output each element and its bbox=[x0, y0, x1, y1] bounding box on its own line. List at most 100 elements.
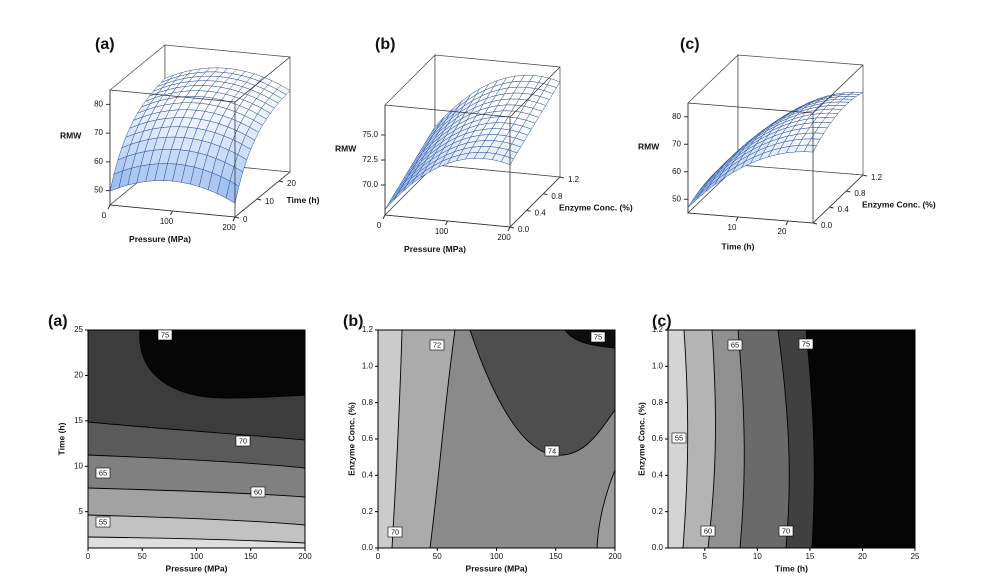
contour-line bbox=[564, 330, 615, 349]
contour-label: 72 bbox=[433, 340, 441, 349]
y-tick-label: 20 bbox=[74, 371, 83, 380]
y-tick-label: 0.6 bbox=[362, 434, 374, 443]
x-tick bbox=[735, 216, 739, 222]
y-tick bbox=[278, 180, 284, 183]
y-tick-label: 0.4 bbox=[838, 205, 850, 214]
x-tick-label: 0 bbox=[376, 552, 381, 561]
contour-line bbox=[805, 330, 815, 548]
z-axis-title: RMW bbox=[638, 141, 660, 151]
x-tick-label: 5 bbox=[703, 552, 708, 561]
x-tick-label: 100 bbox=[435, 227, 449, 236]
z-tick-label: 75.0 bbox=[362, 130, 378, 139]
contour-label: 65 bbox=[731, 340, 739, 349]
x-axis-title: Time (h) bbox=[775, 563, 808, 573]
contour-label: 75 bbox=[594, 332, 602, 341]
x-tick-label: 100 bbox=[490, 552, 504, 561]
panel-label: (a) bbox=[48, 313, 68, 330]
z-tick-label: 50 bbox=[672, 194, 681, 203]
contour-label-box bbox=[157, 329, 173, 341]
contour-label: 70 bbox=[391, 527, 399, 536]
x-tick-label: 50 bbox=[433, 552, 442, 561]
contour-line bbox=[139, 330, 305, 399]
x-tick-label: 25 bbox=[911, 552, 920, 561]
z-tick-label: 80 bbox=[94, 99, 103, 108]
x-tick-label: 0 bbox=[86, 552, 91, 561]
contour-label-box bbox=[778, 525, 794, 537]
x-tick bbox=[785, 220, 789, 226]
box-edge bbox=[234, 171, 291, 218]
x-tick-label: 200 bbox=[608, 552, 622, 561]
y-tick bbox=[509, 226, 515, 229]
y-tick-label: 10 bbox=[265, 197, 274, 206]
contour-band bbox=[88, 537, 305, 548]
contour-label: 60 bbox=[254, 487, 262, 496]
box-edge bbox=[812, 174, 864, 224]
panel-label: (c) bbox=[652, 313, 672, 330]
surface bbox=[109, 67, 291, 204]
x-tick-label: 150 bbox=[244, 552, 258, 561]
box-edge bbox=[109, 89, 236, 103]
y-tick bbox=[829, 206, 834, 209]
x-tick-label: 0 bbox=[102, 211, 107, 220]
x-tick-label: 100 bbox=[190, 552, 204, 561]
x-tick bbox=[382, 214, 386, 220]
x-tick bbox=[232, 216, 236, 222]
x-tick-label: 0 bbox=[377, 221, 382, 230]
x-tick-label: 20 bbox=[858, 552, 867, 561]
x-tick-label: 200 bbox=[298, 552, 312, 561]
z-tick-label: 72.5 bbox=[362, 155, 378, 164]
y-tick-label: 0.4 bbox=[652, 470, 664, 479]
y-tick bbox=[526, 209, 531, 212]
y-tick bbox=[846, 190, 851, 193]
y-tick-label: 0.0 bbox=[821, 221, 833, 230]
y-tick-label: 25 bbox=[74, 325, 83, 334]
surface bbox=[687, 91, 864, 208]
contour-band bbox=[470, 330, 615, 456]
contour-band bbox=[139, 330, 305, 398]
contour-label: 74 bbox=[548, 446, 556, 455]
surface-cell bbox=[500, 155, 514, 166]
contour-label-box bbox=[727, 339, 743, 351]
y-tick bbox=[543, 193, 548, 196]
x-axis-title: Time (h) bbox=[722, 241, 755, 251]
contour-line bbox=[682, 330, 689, 548]
y-tick-label: 0.0 bbox=[362, 543, 374, 552]
contour-line bbox=[391, 330, 403, 548]
x-tick bbox=[507, 226, 511, 232]
contour-label: 60 bbox=[704, 526, 712, 535]
box-edge bbox=[509, 176, 561, 228]
y-tick-label: 0.2 bbox=[362, 507, 374, 516]
contour-line bbox=[88, 536, 305, 544]
z-axis-title: RMW bbox=[335, 143, 357, 153]
z-tick-label: 50 bbox=[94, 186, 103, 195]
contour-line bbox=[88, 487, 305, 498]
z-tick-label: 70 bbox=[94, 128, 103, 137]
x-tick-label: 200 bbox=[497, 233, 511, 242]
y-tick bbox=[256, 198, 262, 201]
x-tick-label: 200 bbox=[222, 223, 236, 232]
y-tick bbox=[812, 222, 818, 225]
x-tick-label: 10 bbox=[753, 552, 762, 561]
y-tick-label: 20 bbox=[287, 179, 296, 188]
contour-line bbox=[777, 330, 790, 548]
box-edge bbox=[687, 102, 814, 114]
z-tick-label: 60 bbox=[94, 157, 103, 166]
z-axis-title: RMW bbox=[60, 130, 82, 140]
box-edge bbox=[509, 66, 561, 118]
z-tick-label: 70.0 bbox=[362, 180, 378, 189]
panel-label: (c) bbox=[680, 36, 700, 53]
y-tick bbox=[862, 174, 868, 177]
box-edge bbox=[812, 64, 864, 114]
contour-label-box bbox=[95, 516, 111, 528]
y-tick-label: 0.0 bbox=[652, 543, 664, 552]
contour-label: 55 bbox=[99, 517, 107, 526]
surface bbox=[384, 74, 561, 210]
contour-label-box bbox=[387, 526, 403, 538]
contour-label: 75 bbox=[161, 330, 169, 339]
y-tick-label: 5 bbox=[79, 507, 84, 516]
y-tick-label: 0.2 bbox=[652, 507, 664, 516]
contour-label-box bbox=[544, 445, 560, 457]
y-tick-label: 0 bbox=[243, 215, 248, 224]
y-axis-title: Enzyme Conc. (%) bbox=[559, 202, 633, 212]
x-axis-title: Pressure (MPa) bbox=[166, 563, 228, 573]
